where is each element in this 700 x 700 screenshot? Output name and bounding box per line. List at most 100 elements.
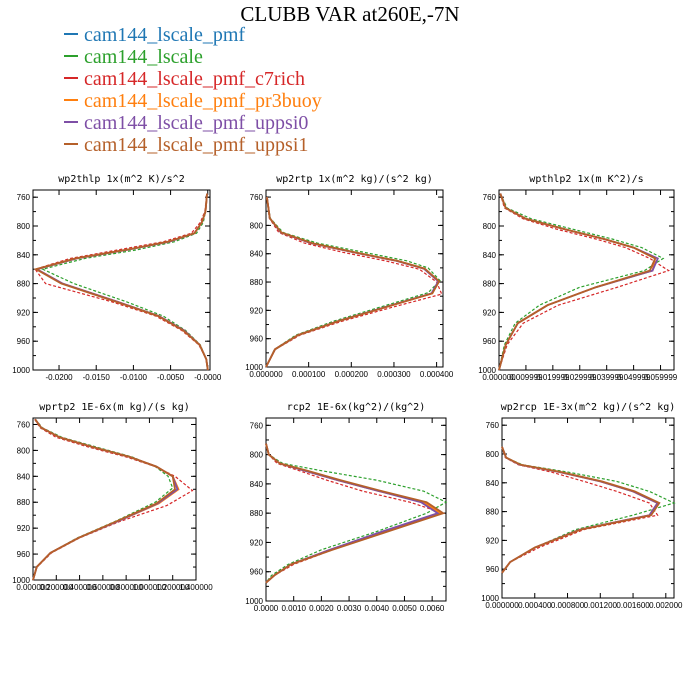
legend-swatch [64,33,78,36]
plot-frame [32,417,197,581]
legend-entry: cam144_lscale_pmf_pr3buoy [64,90,322,112]
figure-header: CLUBB VAR at260E,-7N cam144_lscale_pmf ca… [0,0,700,160]
y-tick-label: 880 [17,280,31,289]
series-line [265,443,443,584]
y-tick-label: 1000 [245,597,263,606]
y-tick-label: 840 [486,479,500,488]
y-tick-label: 920 [486,536,500,545]
y-tick-label: 760 [17,420,31,429]
plot-title: rcp2 1E-6x(kg^2)/(kg^2) [287,402,425,413]
x-tick-label: 0.0050 [392,604,417,613]
y-tick-label: 880 [250,509,264,518]
plot-panel: wprtp2 1E-6x(m kg)/(s kg) 760 800 840 880 920… [12,402,213,592]
legend-swatch [64,121,78,124]
x-tick-label: 0.001600 [616,601,650,610]
y-tick-label: 840 [483,251,497,260]
legend-entry: cam144_lscale_pmf_c7rich [64,68,322,90]
legend-swatch [64,143,78,146]
x-tick-label: 0.000200 [335,370,369,379]
series-line [498,193,665,371]
plot-frame [265,189,444,368]
y-tick-label: 760 [17,193,31,202]
series-line [265,196,441,368]
x-tick-label: -0.0200 [45,373,73,382]
series-line [32,418,176,581]
series-line [32,418,194,581]
series-line [34,193,209,371]
y-tick-label: 1000 [481,594,499,603]
series-line [498,193,659,371]
x-tick-label: 1.000000 [133,583,167,592]
x-tick-label: 0.049999 [617,373,651,382]
series-line [32,418,174,581]
x-tick-label: 0.019999 [536,373,570,382]
plot-title: wprtp2 1E-6x(m kg)/(s kg) [39,402,190,413]
y-tick-label: 760 [250,421,264,430]
y-tick-label: 1000 [245,363,263,372]
plot-title: wp2thlp 1x(m^2 K)/s^2 [58,174,184,185]
figure-title: CLUBB VAR at260E,-7N [240,2,460,26]
plot-panel: rcp2 1E-6x(kg^2)/(kg^2) 760 800 840 880 920 96… [245,402,448,613]
y-tick-label: 880 [486,508,500,517]
x-tick-label: 0.000100 [292,370,326,379]
y-tick-label: 840 [17,251,31,260]
series-line [32,418,179,581]
y-tick-label: 960 [250,568,264,577]
x-tick-label: 0.000000 [249,370,283,379]
y-tick-label: 840 [250,480,264,489]
y-tick-label: 1000 [12,576,30,585]
x-tick-label: -0.0150 [83,373,111,382]
x-tick-label: 0.001200 [584,601,618,610]
y-tick-label: 760 [486,421,500,430]
x-tick-label: 0.002000 [649,601,683,610]
x-tick-label: -0.0050 [157,373,185,382]
x-tick-label: 0.0010 [281,604,306,613]
series-line [498,193,657,371]
plot-panel: wp2thlp 1x(m^2 K)/s^2 760 800 840 880 920 960 1… [12,174,222,382]
plot-frame [498,189,675,371]
plot-panel: wp2rcp 1E-3x(m^2 kg)/(s^2 kg)760 800 840 88… [481,402,683,610]
x-tick-label: 1.200000 [156,583,190,592]
x-tick-label: 0.400000 [63,583,97,592]
y-tick-label: 920 [17,524,31,533]
series-line [265,443,446,584]
y-tick-label: 760 [250,193,264,202]
series-line [265,443,448,584]
y-tick-label: 880 [250,278,264,287]
x-tick-label: 0.009999 [509,373,543,382]
y-tick-label: 960 [483,337,497,346]
x-tick-label: 0.000000 [485,601,519,610]
plot-frame [501,417,675,599]
series-line [32,418,180,581]
x-tick-label: -0.0100 [120,373,148,382]
x-tick-label: 0.200000 [40,583,74,592]
x-tick-label: 0.000800 [551,601,585,610]
legend-swatch [64,55,78,58]
x-tick-label: 0.000400 [420,370,454,379]
y-tick-label: 800 [486,450,500,459]
x-tick-label: 0.0020 [309,604,334,613]
x-tick-label: 0.0060 [420,604,445,613]
legend-swatch [64,77,78,80]
series-line [33,193,209,371]
y-tick-label: 840 [17,472,31,481]
series-line [265,196,440,368]
x-tick-label: 0.600000 [86,583,120,592]
legend-label: cam144_lscale [84,46,203,68]
legend-label: cam144_lscale_pmf [84,24,246,46]
series-line [265,196,440,368]
y-tick-label: 800 [17,222,31,231]
plot-panel: wpthlp2 1x(m K^2)/s 760 800 840 880 920 960 100… [478,174,678,382]
series-line [498,193,657,371]
series-line [265,197,443,368]
series-line [265,443,446,584]
y-tick-label: 920 [17,308,31,317]
legend-entry: cam144_lscale [64,46,322,68]
x-tick-label: 0.0000 [254,604,279,613]
y-tick-label: 960 [17,337,31,346]
legend-label: cam144_lscale_pmf_c7rich [84,68,306,90]
y-tick-label: 920 [250,538,264,547]
series-line [501,446,661,574]
legend-entry: cam144_lscale_pmf [64,24,322,46]
